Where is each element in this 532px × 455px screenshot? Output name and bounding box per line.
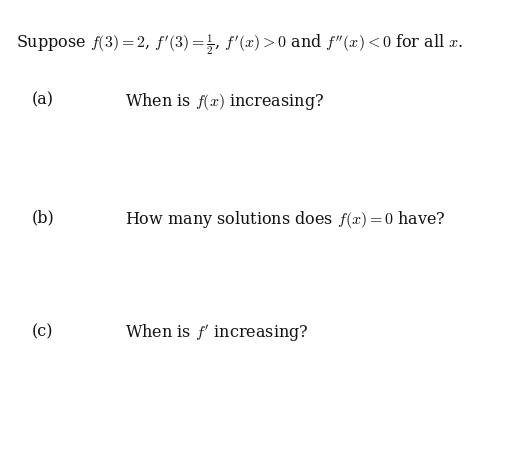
Text: When is $f'$ increasing?: When is $f'$ increasing? [125,323,309,344]
Text: Suppose $f(3) = 2$, $f'(3) = \frac{1}{2}$, $f'(x) > 0$ and $f''(x) < 0$ for all : Suppose $f(3) = 2$, $f'(3) = \frac{1}{2}… [16,32,463,57]
Text: (a): (a) [32,91,54,108]
Text: How many solutions does $f(x) = 0$ have?: How many solutions does $f(x) = 0$ have? [125,209,446,230]
Text: (c): (c) [32,323,53,340]
Text: When is $f(x)$ increasing?: When is $f(x)$ increasing? [125,91,324,112]
Text: (b): (b) [32,209,55,226]
